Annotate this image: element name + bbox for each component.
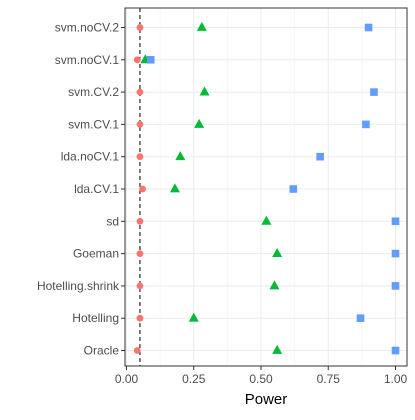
square-point (146, 56, 155, 64)
square-point (391, 282, 400, 290)
triangle-point (169, 183, 180, 193)
axis-layer: 0.00 0.25 0.50 0.75 1.00 svm.noCV.2 svm.noCV.1… (37, 21, 408, 387)
y-tick-label: svm.noCV.2 (55, 21, 120, 35)
square-point (391, 249, 400, 258)
y-tick-label: Hotelling (72, 311, 119, 325)
square-point (316, 152, 324, 161)
grid-layer (125, 8, 407, 366)
triangle-point (194, 118, 205, 128)
x-tick-label: 0.00 (115, 372, 139, 386)
circle-point (136, 282, 144, 290)
square-point (364, 23, 373, 32)
circle-point (133, 56, 141, 64)
square-point (391, 217, 400, 226)
square-point (391, 346, 400, 355)
y-tick-label: sd (106, 214, 119, 228)
circle-point (136, 153, 144, 161)
circle-point (136, 88, 144, 96)
y-tick-label: lda.noCV.1 (61, 150, 120, 164)
y-tick-label: Oracle (84, 344, 120, 358)
triangle-point (196, 21, 207, 31)
panel-border (124, 7, 408, 367)
circle-point (139, 185, 147, 193)
x-tick-label: 0.75 (317, 372, 341, 386)
y-tick-label: Goeman (73, 247, 119, 261)
points-layer (133, 21, 400, 355)
triangle-point (272, 344, 283, 354)
square-point (356, 314, 365, 322)
y-tick-label: lda.CV.1 (74, 182, 119, 196)
circle-point (136, 121, 144, 128)
circle-point (136, 217, 144, 225)
x-tick-label: 0.50 (249, 372, 273, 386)
x-tick-label: 1.00 (384, 372, 408, 386)
y-tick-label: svm.noCV.1 (55, 53, 120, 67)
triangle-point (199, 86, 210, 96)
square-point (289, 185, 298, 193)
triangle-point (188, 312, 199, 322)
circle-point (136, 250, 144, 257)
y-tick-label: svm.CV.1 (68, 117, 119, 131)
circle-point (136, 24, 144, 31)
triangle-point (269, 280, 280, 290)
triangle-point (261, 215, 272, 225)
square-point (362, 120, 370, 129)
square-point (370, 88, 378, 96)
triangle-point (272, 248, 283, 258)
triangle-point (175, 151, 186, 161)
y-tick-label: Hotelling.shrink (37, 279, 120, 293)
x-tick-label: 0.25 (182, 372, 206, 386)
circle-point (136, 314, 144, 322)
x-axis-label: Power (245, 391, 288, 408)
circle-point (133, 347, 141, 354)
panel-background (125, 8, 407, 366)
y-tick-label: svm.CV.2 (68, 85, 119, 99)
